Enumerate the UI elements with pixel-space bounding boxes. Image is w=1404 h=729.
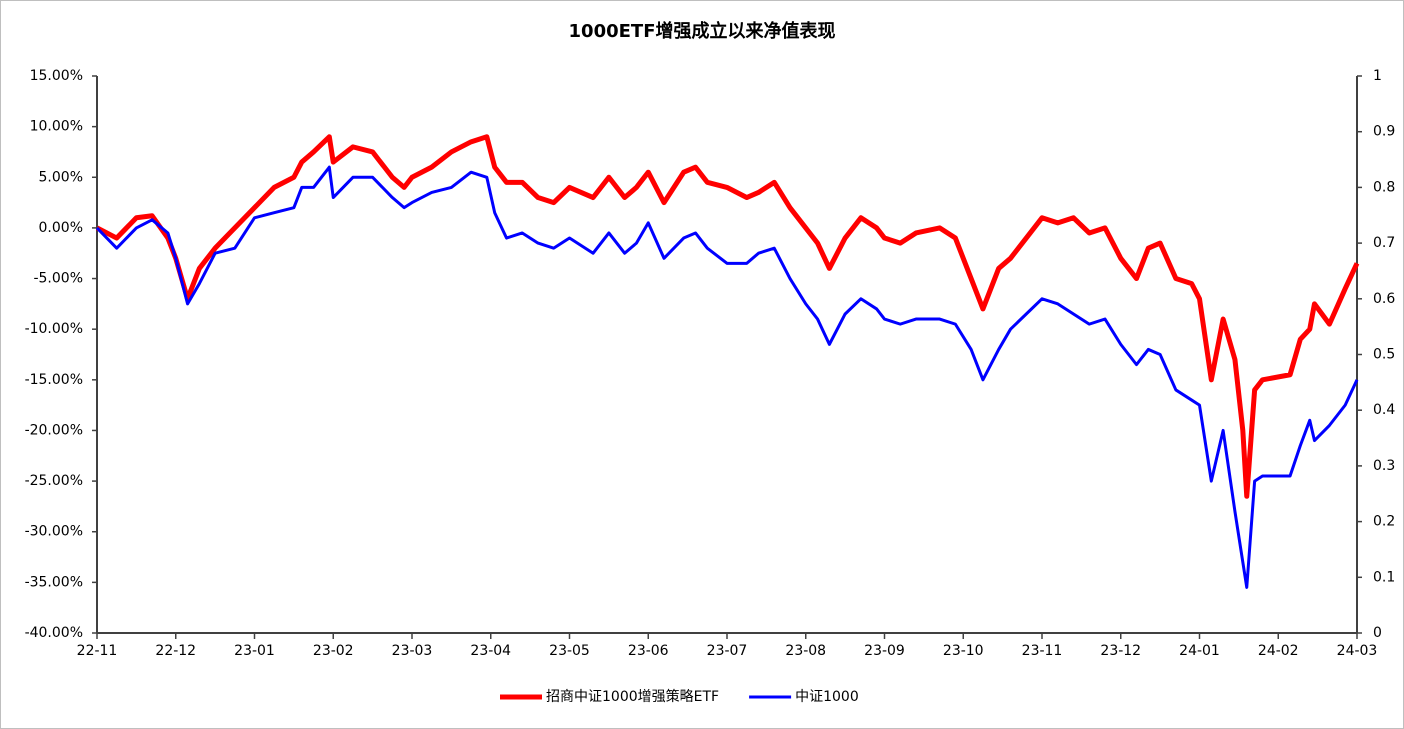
x-tick-label: 23-10 [943,643,984,659]
y2-tick-label: 0.2 [1373,514,1395,530]
x-tick-label: 23-07 [707,643,748,659]
legend-label: 招商中证1000增强策略ETF [546,688,719,705]
y-tick-label: -15.00% [25,372,83,388]
x-tick-label: 23-01 [234,643,275,659]
y2-tick-label: 0.9 [1373,124,1395,140]
y-tick-label: -20.00% [25,422,83,438]
y2-tick-label: 0.7 [1373,235,1395,251]
x-tick-label: 23-09 [864,643,905,659]
x-tick-label: 23-12 [1100,643,1141,659]
x-tick-label: 23-04 [470,643,511,659]
y-tick-label: -5.00% [33,271,83,287]
y-tick-label: -35.00% [25,574,83,590]
y2-tick-label: 0.5 [1373,347,1395,363]
series-line [95,134,1360,499]
y-tick-label: -40.00% [25,625,83,641]
y2-tick-label: 0.3 [1373,458,1395,474]
y2-tick-label: 0.6 [1373,291,1395,307]
x-tick-label: 23-02 [313,643,354,659]
y2-tick-label: 0.4 [1373,402,1395,418]
legend-label: 中证1000 [795,689,859,705]
series-line [95,165,1359,589]
y2-tick-label: 0.8 [1373,179,1395,195]
y2-tick-label: 0 [1373,625,1382,641]
x-tick-label: 23-03 [392,643,433,659]
x-tick-label: 24-01 [1179,643,1220,659]
y-tick-label: 15.00% [30,68,83,84]
y2-tick-label: 1 [1373,68,1382,84]
x-tick-label: 24-02 [1258,643,1299,659]
x-tick-label: 23-05 [549,643,590,659]
y-tick-label: 0.00% [39,220,83,236]
x-tick-label: 23-06 [628,643,669,659]
chart-title: 1000ETF增强成立以来净值表现 [569,20,836,42]
x-tick-label: 24-03 [1337,643,1378,659]
x-tick-label: 23-11 [1022,643,1063,659]
x-tick-label: 22-11 [77,643,118,659]
x-tick-label: 22-12 [155,643,196,659]
y-tick-label: 10.00% [30,119,83,135]
y-tick-label: -10.00% [25,321,83,337]
x-tick-label: 23-08 [785,643,826,659]
y-tick-label: -25.00% [25,473,83,489]
y-tick-label: 5.00% [39,169,83,185]
y-tick-label: -30.00% [25,524,83,540]
y2-tick-label: 0.1 [1373,569,1395,585]
